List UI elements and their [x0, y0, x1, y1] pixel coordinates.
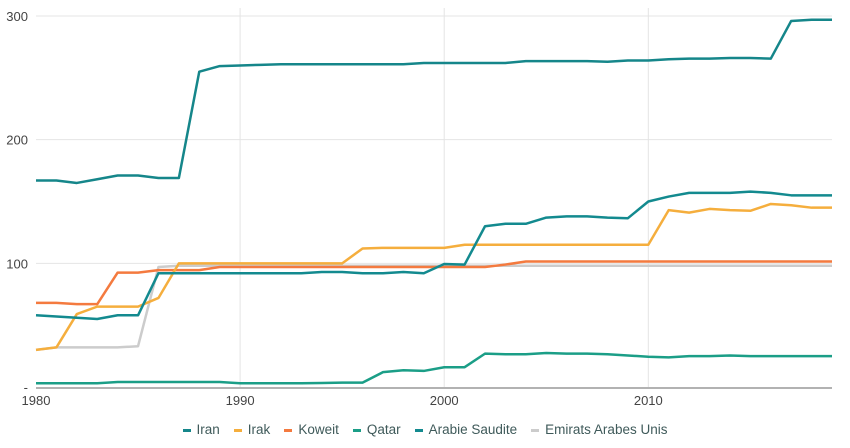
- series-line-irak: [35, 202, 832, 352]
- legend-swatch: [284, 428, 293, 432]
- legend-swatch: [414, 428, 423, 432]
- legend-item[interactable]: Qatar: [352, 422, 401, 437]
- x-tick-label: 2000: [430, 393, 459, 408]
- legend-swatch: [233, 428, 242, 432]
- legend-swatch: [531, 428, 540, 432]
- legend: Iran Irak Koweit Qatar Arabie Saudite Emirats…: [0, 422, 850, 437]
- legend-item[interactable]: Arabie Saudite: [414, 422, 518, 437]
- line-chart: - 100 200 300 1980 1990 2000 2010: [6, 8, 832, 408]
- series-line-koweit: [36, 260, 832, 306]
- legend-item[interactable]: Iran: [182, 422, 220, 437]
- legend-label: Arabie Saudite: [428, 422, 518, 437]
- legend-item[interactable]: Koweit: [284, 422, 339, 437]
- x-tick-label: 1990: [226, 393, 255, 408]
- legend-label: Irak: [247, 422, 271, 437]
- x-tick-label: 2010: [634, 393, 663, 408]
- legend-label: Emirats Arabes Unis: [545, 422, 668, 437]
- x-tick-label: 1980: [22, 393, 51, 408]
- legend-label: Qatar: [366, 422, 401, 437]
- legend-item[interactable]: Emirats Arabes Unis: [531, 422, 667, 437]
- legend-swatch: [182, 428, 191, 432]
- y-tick-label: 300: [6, 9, 28, 24]
- legend-swatch: [352, 428, 361, 432]
- y-tick-label: -: [24, 380, 28, 395]
- series-line-iran: [36, 18, 832, 185]
- legend-label: Iran: [196, 422, 220, 437]
- y-tick-label: 100: [6, 256, 28, 271]
- series-line-arabie-saudite: [35, 190, 832, 321]
- series-line-qatar: [36, 351, 832, 385]
- legend-label: Koweit: [298, 422, 339, 437]
- legend-item[interactable]: Irak: [233, 422, 271, 437]
- y-tick-label: 200: [6, 133, 28, 148]
